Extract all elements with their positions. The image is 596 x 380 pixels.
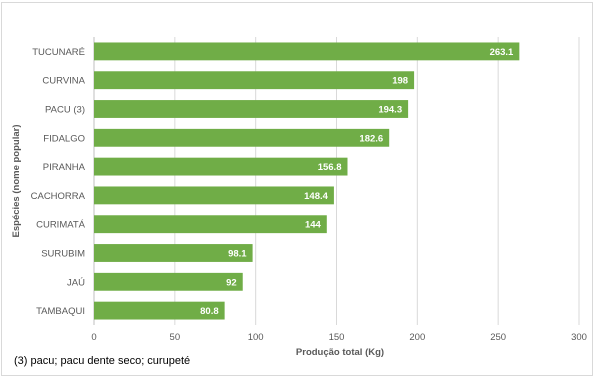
data-label: 148.4 [304,191,328,202]
y-axis-title: Espécies (nome popular) [11,125,22,238]
data-label: 80.8 [200,306,219,317]
x-tick-label: 250 [490,332,506,343]
category-label: PACU (3) [45,105,85,116]
footnote: (3) pacu; pacu dente seco; curupeté [14,355,191,367]
data-label: 92 [226,277,237,288]
x-tick-label: 200 [409,332,425,343]
data-label: 263.1 [490,47,514,58]
bar [94,128,390,147]
category-label: CURIMATÁ [36,220,86,231]
x-tick-label: 50 [170,332,181,343]
x-tick-label: 300 [571,332,587,343]
category-label: CURVINA [42,76,85,87]
data-label: 194.3 [378,105,402,116]
category-label: PIRANHA [43,162,86,173]
x-tick-labels: 0 50 100 150 200 250 300 [91,332,587,343]
bar [94,186,334,205]
data-label: 182.6 [359,133,383,144]
bars: 263.1 198 194.3 182.6 156.8 148.4 144 98.1 92 80.… [94,42,520,320]
bar [94,157,348,176]
bar [94,272,243,291]
bar-chart: 263.1 198 194.3 182.6 156.8 148.4 144 98.1 92 80.… [11,37,587,358]
category-labels: TUCUNARÉ CURVINA PACU (3) FIDALGO PIRANHA CAC… [31,47,86,317]
data-label: 198 [392,76,408,87]
bar [94,215,327,234]
bar [94,100,409,118]
category-label: TAMBAQUI [36,306,85,317]
category-label: TUCUNARÉ [32,47,85,58]
data-label: 156.8 [318,162,342,173]
category-label: FIDALGO [43,133,85,144]
category-label: CACHORRA [31,191,86,202]
x-tick-label: 100 [248,332,264,343]
x-tick-label: 150 [329,332,345,343]
bar [94,301,225,320]
category-label: SURUBIM [41,249,85,260]
category-label: JAÚ [67,277,85,288]
bar [94,42,520,61]
chart-frame: 263.1 198 194.3 182.6 156.8 148.4 144 98.1 92 80.… [1,2,593,376]
bar [94,244,253,262]
x-tick-label: 0 [91,332,96,343]
x-axis-title: Produção total (Kg) [296,347,384,358]
bar [94,71,415,90]
data-label: 98.1 [228,249,247,260]
data-label: 144 [305,220,322,231]
